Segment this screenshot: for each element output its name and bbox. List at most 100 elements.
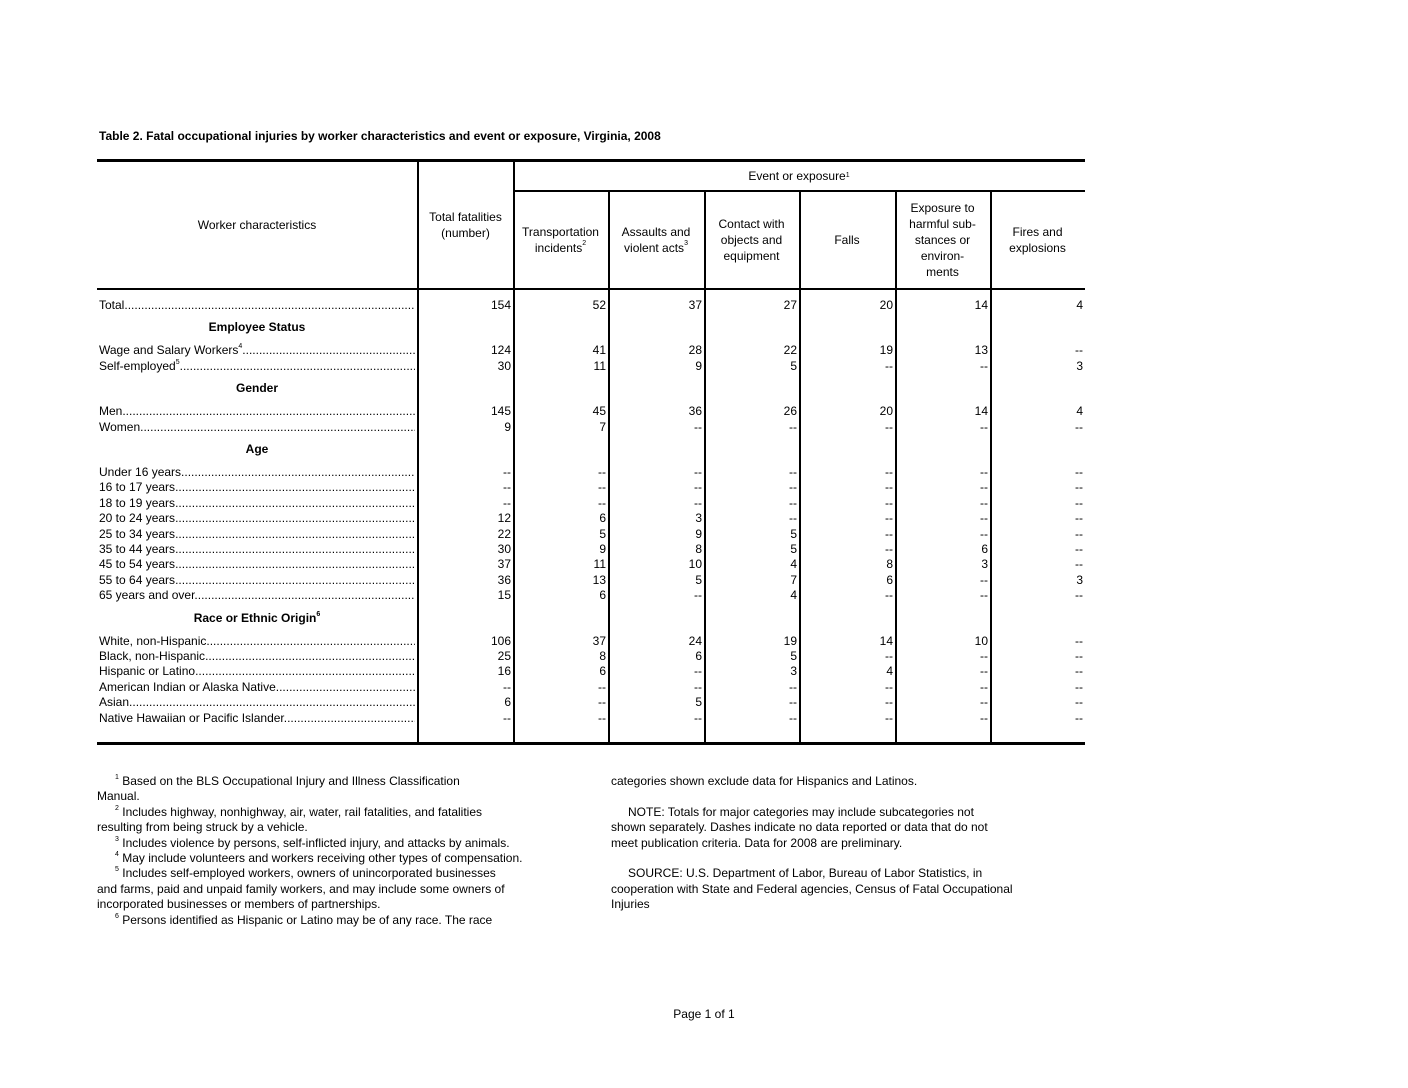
cell-value: -- — [789, 495, 797, 510]
header-event-column: Fires and explosions — [990, 192, 1085, 288]
dot-leader: ........................................… — [175, 526, 415, 541]
row-label: 45 to 54 years..........................… — [99, 557, 415, 572]
cell-value: -- — [789, 695, 797, 710]
cell-value: 5 — [790, 526, 797, 541]
cell-value: 9 — [695, 526, 702, 541]
header-label: Worker characteristics — [197, 218, 317, 232]
cell-value: -- — [885, 649, 893, 663]
cell-value: 24 — [688, 633, 702, 648]
cell-value: -- — [1075, 495, 1083, 510]
dot-leader: ........................................… — [175, 572, 415, 587]
cell-value: -- — [1075, 679, 1083, 694]
cell-value: -- — [694, 465, 702, 479]
footnote-line: shown separately. Dashes indicate no dat… — [611, 820, 988, 835]
cell-value: -- — [885, 679, 893, 694]
cell-value: -- — [1075, 343, 1083, 358]
cell-value: -- — [980, 358, 988, 373]
cell-value: 124 — [490, 343, 511, 358]
footnote-text: Includes violence by persons, self-infli… — [122, 835, 510, 850]
table-row: Asian...................................… — [97, 695, 1085, 710]
dot-leader: ........................................… — [175, 495, 415, 510]
footnote-line: incorporated businesses or members of pa… — [97, 897, 380, 912]
cell-value: -- — [980, 588, 988, 603]
footnote-text: incorporated businesses or members of pa… — [97, 897, 381, 912]
cell-value: 6 — [599, 588, 606, 603]
dot-leader: ........................................… — [205, 649, 415, 663]
dot-leader: ........................................… — [194, 588, 415, 603]
row-label-text: Women — [99, 419, 141, 434]
cell-value: -- — [980, 664, 988, 679]
section-heading: Age — [97, 442, 1085, 457]
cell-value: -- — [885, 588, 893, 603]
cell-value: -- — [980, 695, 988, 710]
cell-value: 6 — [886, 572, 893, 587]
cell-value: 9 — [504, 419, 511, 434]
footnote-line: meet publication criteria. Data for 2008… — [611, 835, 903, 850]
cell-value: 36 — [497, 572, 511, 587]
cell-value: 5 — [790, 649, 797, 663]
row-label: Under 16 years..........................… — [99, 465, 415, 480]
cell-value: 45 — [592, 404, 606, 419]
header-bottom-rule — [97, 288, 1085, 290]
footnote-line: SOURCE: U.S. Department of Labor, Bureau… — [628, 866, 983, 881]
row-label: 55 to 64 years..........................… — [99, 573, 415, 588]
footnote-ref: 1 — [845, 172, 850, 179]
event-group-rule — [513, 190, 1085, 192]
row-label: Wage and Salary Workers4................… — [99, 343, 415, 358]
footnote-line: 1 Based on the BLS Occupational Injury a… — [115, 774, 460, 789]
row-label-text: 18 to 19 years — [99, 495, 176, 510]
column-divider — [704, 191, 706, 742]
row-label: 65 years and over.......................… — [99, 588, 415, 603]
footnote-line: Injuries — [611, 897, 650, 912]
cell-value: 41 — [592, 343, 606, 358]
footnote-line: 5 Includes self-employed workers, owners… — [115, 866, 496, 881]
cell-value: 37 — [497, 557, 511, 572]
footnote-number: 1 — [115, 774, 119, 781]
cell-value: -- — [694, 480, 702, 495]
cell-value: 6 — [695, 649, 702, 663]
column-divider — [608, 191, 610, 742]
row-label: White, non-Hispanic.....................… — [99, 634, 415, 649]
cell-value: 5 — [599, 526, 606, 541]
footnote-ref: 4 — [238, 343, 243, 351]
dot-leader: ........................................… — [140, 419, 415, 434]
cell-value: 19 — [879, 343, 893, 358]
cell-value: 4 — [790, 588, 797, 603]
cell-value: 52 — [592, 298, 606, 312]
header-label: environ- — [920, 249, 965, 263]
cell-value: -- — [789, 710, 797, 725]
row-label: Self-employed5..........................… — [99, 359, 415, 374]
cell-value: 3 — [1076, 358, 1083, 373]
header-event-column: Falls — [799, 192, 895, 288]
cell-value: -- — [1075, 664, 1083, 679]
table-row: 35 to 44 years..........................… — [97, 542, 1085, 557]
cell-value: -- — [598, 679, 606, 694]
cell-value: 145 — [490, 404, 511, 419]
cell-value: -- — [885, 465, 893, 479]
table-row: 18 to 19 years..........................… — [97, 496, 1085, 511]
cell-value: -- — [1075, 526, 1083, 541]
row-label-text: Wage and Salary Workers — [99, 343, 239, 358]
footnote-number: 4 — [115, 851, 119, 858]
table-row: Native Hawaiian or Pacific Islander.....… — [97, 711, 1085, 726]
header-label: Contact with — [718, 217, 785, 231]
header-label: Assaults and — [621, 225, 691, 239]
cell-value: 37 — [592, 633, 606, 648]
cell-value: 6 — [599, 511, 606, 526]
cell-value: -- — [980, 679, 988, 694]
footnote-text: resulting from being struck by a vehicle… — [97, 820, 308, 835]
cell-value: -- — [789, 511, 797, 526]
header-label: Exposure to — [910, 201, 975, 215]
footnote-ref: 2 — [582, 240, 587, 247]
cell-value: 12 — [497, 511, 511, 526]
row-label-text: Black, non-Hispanic — [99, 649, 206, 663]
dot-leader: ........................................… — [242, 343, 415, 358]
header-label: Fires and — [1012, 225, 1063, 239]
cell-value: -- — [598, 465, 606, 479]
cell-value: -- — [1075, 557, 1083, 572]
row-label: American Indian or Alaska Native........… — [99, 680, 415, 695]
cell-value: 15 — [497, 588, 511, 603]
cell-value: 3 — [981, 557, 988, 572]
cell-value: -- — [980, 649, 988, 663]
footnote-text: Persons identified as Hispanic or Latino… — [122, 912, 493, 927]
